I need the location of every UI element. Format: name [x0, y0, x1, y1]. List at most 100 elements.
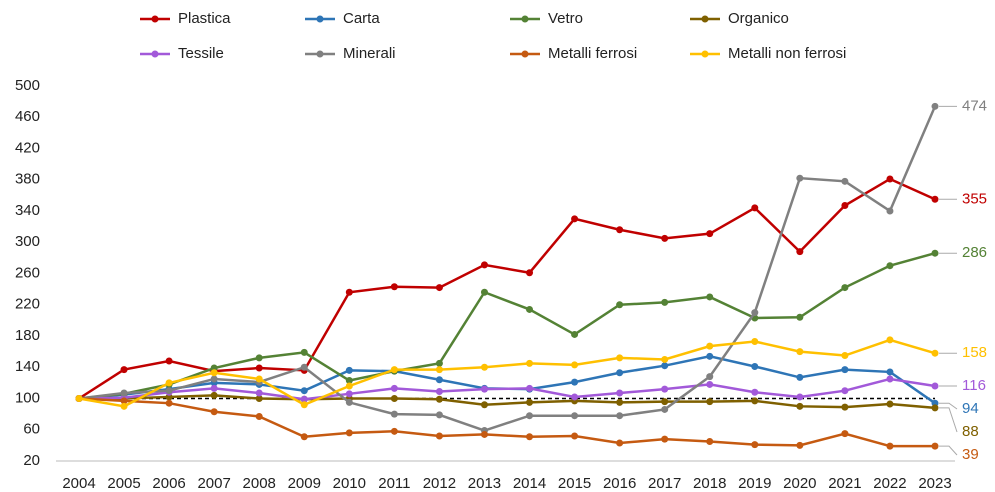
data-point	[751, 441, 759, 449]
data-point	[435, 366, 443, 374]
data-point	[390, 410, 398, 418]
data-point	[886, 368, 894, 376]
data-point	[120, 366, 128, 374]
data-point	[390, 366, 398, 374]
data-point	[841, 202, 849, 210]
data-point	[210, 375, 218, 383]
x-tick-label: 2022	[873, 475, 906, 492]
legend-marker	[316, 15, 324, 23]
y-tick-label: 340	[15, 202, 40, 219]
data-point	[616, 412, 624, 420]
x-tick-label: 2016	[603, 475, 636, 492]
data-point	[300, 401, 308, 409]
data-point	[661, 435, 669, 443]
end-label: 286	[962, 244, 987, 261]
data-point	[931, 102, 939, 110]
data-point	[661, 298, 669, 306]
data-point	[255, 375, 263, 383]
data-point	[526, 359, 534, 367]
end-label: 88	[962, 423, 979, 440]
data-point	[165, 379, 173, 387]
data-point	[480, 385, 488, 393]
data-point	[796, 248, 804, 256]
data-point	[931, 404, 939, 412]
data-point	[706, 352, 714, 360]
data-point	[526, 305, 534, 313]
series-line	[79, 394, 936, 410]
x-tick-label: 2006	[152, 475, 185, 492]
x-tick-label: 2007	[197, 475, 230, 492]
data-point	[706, 380, 714, 388]
data-point	[480, 261, 488, 269]
data-point	[661, 385, 669, 393]
data-point	[616, 398, 624, 406]
data-point	[435, 359, 443, 367]
end-label: 158	[962, 344, 987, 361]
y-tick-label: 420	[15, 139, 40, 156]
data-point	[210, 369, 218, 377]
x-tick-label: 2012	[423, 475, 456, 492]
data-point	[480, 401, 488, 409]
data-point	[706, 437, 714, 445]
data-point	[616, 226, 624, 234]
data-point	[796, 373, 804, 381]
x-tick-label: 2010	[333, 475, 366, 492]
legend-label: Tessile	[178, 45, 224, 62]
x-tick-label: 2017	[648, 475, 681, 492]
data-point	[345, 390, 353, 398]
data-point	[661, 362, 669, 370]
data-point	[886, 375, 894, 383]
data-point	[210, 391, 218, 399]
data-point	[345, 288, 353, 296]
data-point	[165, 387, 173, 395]
data-point	[661, 405, 669, 413]
y-tick-label: 100	[15, 389, 40, 406]
data-point	[255, 389, 263, 397]
data-point	[886, 175, 894, 183]
data-point	[390, 384, 398, 392]
data-point	[120, 389, 128, 397]
data-point	[120, 402, 128, 410]
series-line	[78, 105, 937, 432]
data-point	[435, 284, 443, 292]
data-point	[390, 427, 398, 435]
data-point	[751, 309, 759, 317]
data-point	[435, 432, 443, 440]
end-label: 474	[962, 97, 987, 114]
data-point	[661, 398, 669, 406]
legend-marker	[151, 50, 159, 58]
data-point	[435, 387, 443, 395]
x-tick-label: 2004	[62, 475, 95, 492]
data-point	[571, 361, 579, 369]
legend-label: Minerali	[343, 45, 396, 62]
data-point	[165, 399, 173, 407]
data-point	[706, 342, 714, 350]
data-point	[435, 395, 443, 403]
data-point	[706, 293, 714, 301]
y-tick-label: 460	[15, 108, 40, 125]
data-point	[886, 336, 894, 344]
legend-label: Carta	[343, 10, 380, 27]
data-point	[526, 433, 534, 441]
legend-marker	[521, 50, 529, 58]
legend-marker	[701, 15, 709, 23]
data-point	[751, 388, 759, 396]
data-point	[796, 393, 804, 401]
data-point	[345, 366, 353, 374]
legend-marker	[701, 50, 709, 58]
data-point	[661, 234, 669, 242]
series-line	[78, 397, 935, 448]
data-point	[255, 412, 263, 420]
data-point	[751, 337, 759, 345]
data-point	[886, 207, 894, 215]
data-point	[480, 363, 488, 371]
y-tick-label: 60	[23, 421, 40, 438]
data-point	[706, 398, 714, 406]
data-point	[210, 408, 218, 416]
data-point	[255, 364, 263, 372]
y-tick-label: 140	[15, 358, 40, 375]
data-point	[931, 349, 939, 357]
x-tick-label: 2013	[468, 475, 501, 492]
x-tick-label: 2020	[783, 475, 816, 492]
data-point	[345, 398, 353, 406]
